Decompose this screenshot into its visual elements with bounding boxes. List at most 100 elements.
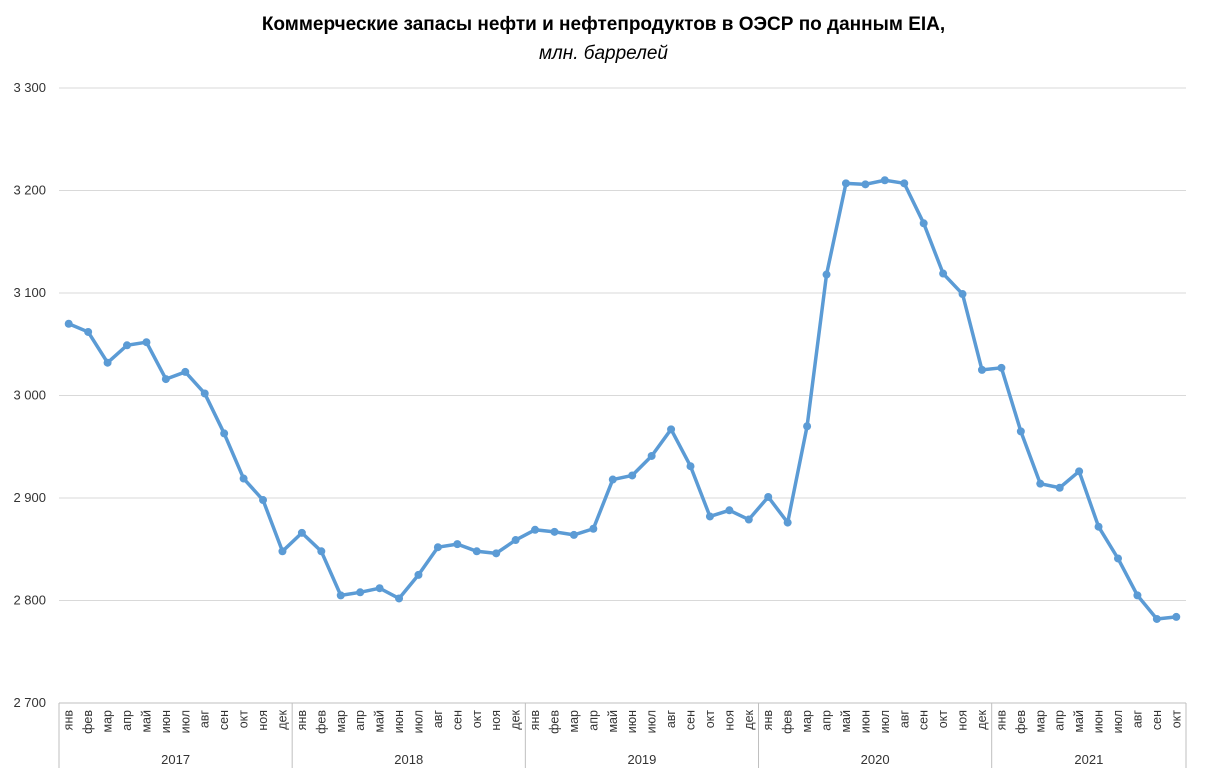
x-tick-label: авг <box>198 710 212 729</box>
data-point <box>239 474 248 483</box>
x-tick-label: окт <box>470 710 484 729</box>
x-tick-label: сен <box>684 710 698 730</box>
y-tick-label: 2 800 <box>13 593 46 608</box>
data-point <box>589 524 598 533</box>
data-point <box>414 570 423 579</box>
x-tick-label: янв <box>761 710 775 731</box>
x-tick-label: мар <box>800 710 814 733</box>
data-point <box>1113 554 1122 563</box>
data-point <box>317 547 326 556</box>
data-point <box>336 591 345 600</box>
x-tick-label: ноя <box>956 710 970 731</box>
x-tick-label: дек <box>742 709 756 729</box>
data-point <box>395 594 404 603</box>
data-point <box>123 341 132 350</box>
data-point <box>667 425 676 434</box>
y-tick-label: 3 300 <box>13 80 46 95</box>
data-point <box>84 327 93 336</box>
x-tick-label: июл <box>878 710 892 733</box>
gridlines <box>59 87 1186 704</box>
year-label: 2018 <box>394 752 423 767</box>
x-axis: янв фев мар апр май июн июл авг сен окт ноя дек янв ф… <box>58 703 1187 768</box>
x-tick-label: фев <box>781 710 795 734</box>
x-tick-label: июл <box>178 710 192 733</box>
x-tick-label: янв <box>62 710 76 731</box>
series <box>64 176 1181 623</box>
y-tick-label: 2 900 <box>13 490 46 505</box>
x-tick-label: авг <box>664 710 678 729</box>
x-tick-label: мар <box>334 710 348 733</box>
data-point <box>433 543 442 552</box>
data-point <box>939 269 948 278</box>
x-tick-label: июн <box>858 710 872 733</box>
data-point <box>142 338 151 347</box>
x-tick-label: ноя <box>489 710 503 731</box>
data-point <box>1075 467 1084 476</box>
data-point <box>686 462 695 471</box>
data-point <box>628 471 637 480</box>
data-point <box>200 389 209 398</box>
x-tick-label: фев <box>1014 710 1028 734</box>
data-point <box>744 515 753 524</box>
x-tick-label: сен <box>217 710 231 730</box>
data-point <box>1172 612 1181 621</box>
data-point <box>803 422 812 431</box>
data-point <box>64 319 73 328</box>
data-point <box>161 375 170 384</box>
data-point <box>705 512 714 521</box>
year-label: 2021 <box>1074 752 1103 767</box>
x-tick-label: апр <box>820 710 834 731</box>
x-tick-label: апр <box>1053 710 1067 731</box>
data-point <box>1055 483 1064 492</box>
x-tick-label: июн <box>392 710 406 733</box>
data-point <box>181 367 190 376</box>
chart-title: Коммерческие запасы нефти и нефтепродукт… <box>261 14 946 35</box>
x-tick-label: сен <box>917 710 931 730</box>
x-tick-label: июл <box>411 710 425 733</box>
x-tick-label: май <box>839 710 853 733</box>
data-point <box>531 525 540 534</box>
data-point <box>900 179 909 188</box>
data-point <box>1016 427 1025 436</box>
data-point <box>725 506 734 515</box>
data-point <box>647 451 656 460</box>
x-tick-label: окт <box>936 710 950 729</box>
data-point <box>880 176 889 185</box>
x-tick-label: май <box>606 710 620 733</box>
x-tick-label: авг <box>431 710 445 729</box>
x-tick-label: май <box>1072 710 1086 733</box>
x-tick-label: авг <box>897 710 911 729</box>
data-point <box>1133 591 1142 600</box>
x-tick-label: июл <box>645 710 659 733</box>
data-point <box>278 547 287 556</box>
x-tick-label: фев <box>314 710 328 734</box>
data-point <box>453 540 462 549</box>
data-point <box>841 179 850 188</box>
x-tick-label: янв <box>528 710 542 731</box>
data-point <box>356 588 365 597</box>
data-point <box>1036 479 1045 488</box>
x-tick-label: ноя <box>722 710 736 731</box>
data-point <box>1152 614 1161 623</box>
year-label: 2017 <box>161 752 190 767</box>
year-label: 2019 <box>627 752 656 767</box>
data-point <box>861 180 870 189</box>
y-axis: 2 700 2 800 2 900 3 000 3 100 3 200 3 300 <box>13 80 46 710</box>
data-point <box>511 536 520 545</box>
data-point <box>375 584 384 593</box>
x-tick-label: июн <box>159 710 173 733</box>
x-tick-label: дек <box>975 709 989 729</box>
x-tick-label: окт <box>703 710 717 729</box>
data-point <box>472 547 481 556</box>
x-tick-label: мар <box>567 710 581 733</box>
data-point <box>569 530 578 539</box>
data-point <box>997 363 1006 372</box>
x-tick-label: июн <box>625 710 639 733</box>
data-point <box>822 270 831 279</box>
year-label: 2020 <box>861 752 890 767</box>
data-point <box>297 528 306 537</box>
x-tick-label: апр <box>586 710 600 731</box>
x-tick-label: сен <box>1150 710 1164 730</box>
x-tick-label: мар <box>1033 710 1047 733</box>
data-point <box>958 290 967 299</box>
